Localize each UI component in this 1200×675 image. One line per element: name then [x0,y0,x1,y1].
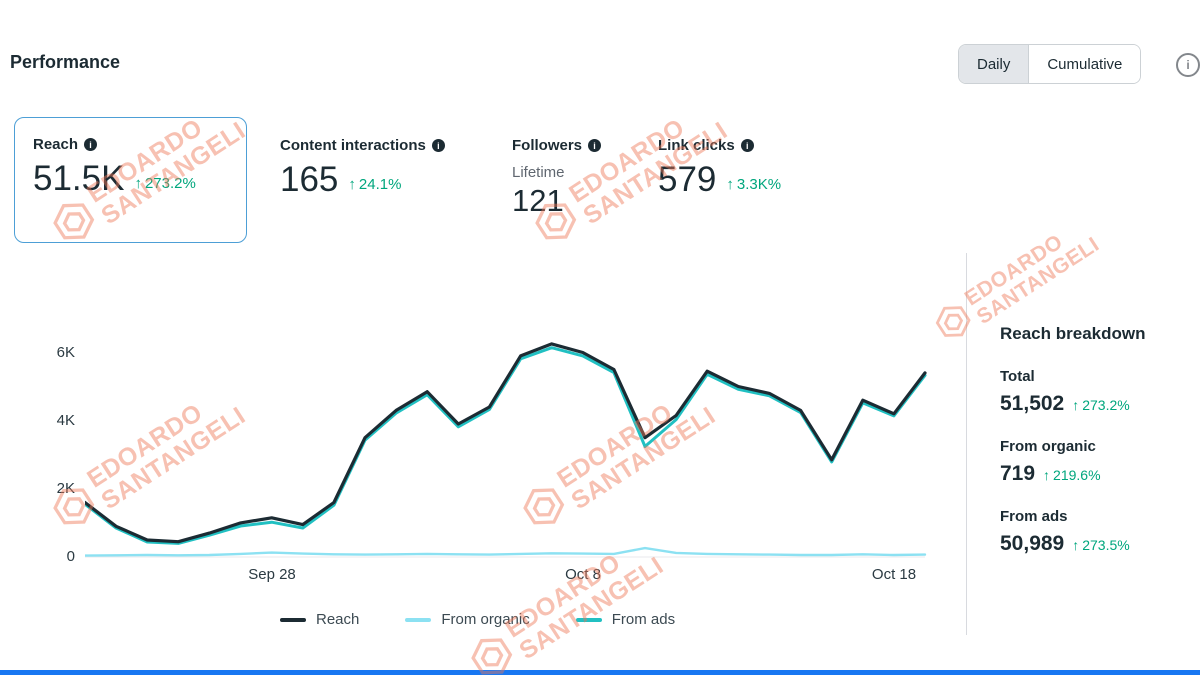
up-arrow-icon: ↑ [1072,537,1080,553]
metric-label-text: Content interactions [280,137,426,154]
metric-label: Content interactions i [280,137,445,154]
up-arrow-icon: ↑ [1043,467,1051,483]
watermark-logo-icon [461,626,525,675]
legend-label: From organic [441,611,530,628]
bottom-accent-bar [0,670,1200,675]
watermark-logo-icon [927,296,981,351]
metric-value: 579 [658,160,717,199]
breakdown-delta-value: 273.2% [1082,397,1130,413]
metric-card-content-interactions[interactable]: Content interactions i 165 ↑ 24.1% [280,137,445,197]
legend-swatch-reach [280,617,306,622]
legend-item-from-organic: From organic [405,611,530,628]
info-icon[interactable]: i [740,139,754,152]
legend-label: Reach [316,611,360,628]
view-toggle: Daily Cumulative [958,44,1142,84]
breakdown-title: Reach breakdown [1000,324,1146,343]
metric-sublabel: Lifetime [512,164,565,181]
breakdown-label: From ads [1000,508,1068,525]
legend-swatch-from-organic [405,617,432,622]
metric-delta-value: 24.1% [358,176,402,193]
metric-value: 165 [280,160,339,199]
breakdown-value: 719 [1000,462,1036,485]
breakdown-delta-value: 273.5% [1082,537,1130,553]
breakdown-value: 50,989 [1000,532,1065,555]
toggle-cumulative-button[interactable]: Cumulative [1029,45,1141,83]
metric-label: Followers i [512,137,602,154]
legend-label: From ads [611,611,676,628]
breakdown-delta: ↑ 219.6% [1043,467,1100,484]
metric-card-reach[interactable]: Reach i 51.5K ↑ 273.2% [14,117,247,243]
breakdown-row-from-ads: From ads 50,989 ↑ 273.5% [1000,508,1190,554]
breakdown-row-from-organic: From organic 719 ↑ 219.6% [1000,438,1190,484]
legend-item-from-ads: From ads [575,611,676,628]
info-icon[interactable]: i [84,138,98,151]
up-arrow-icon: ↑ [1072,397,1080,413]
vertical-divider [966,253,967,635]
metric-label: Link clicks i [658,137,781,154]
x-tick: Oct 18 [871,566,917,583]
metric-label-text: Reach [33,136,79,153]
toggle-daily-button[interactable]: Daily [959,45,1030,83]
metric-label: Reach i [33,136,228,153]
metric-label-text: Link clicks [658,137,735,154]
metric-card-followers[interactable]: Followers i Lifetime 121 [512,137,602,218]
reach-line-chart [85,342,927,558]
metric-delta: ↑ 273.2% [134,175,195,196]
metric-delta: ↑ 3.3K% [726,176,781,197]
x-tick: Oct 8 [565,566,601,583]
breakdown-delta-value: 219.6% [1053,467,1101,483]
metric-delta-value: 273.2% [144,175,196,192]
performance-info-button[interactable]: i [1176,53,1200,77]
y-tick: 2K [56,480,75,497]
breakdown-delta: ↑ 273.2% [1072,397,1129,414]
watermark-text: EDOARDO SANTANGELI [960,229,1104,329]
metric-delta-value: 3.3K% [736,176,782,193]
up-arrow-icon: ↑ [134,175,142,192]
metric-value: 121 [512,183,564,218]
metric-card-link-clicks[interactable]: Link clicks i 579 ↑ 3.3K% [658,137,781,197]
info-icon[interactable]: i [431,139,445,152]
reach-breakdown-panel: Reach breakdown Total 51,502 ↑ 273.2% Fr… [1000,324,1190,578]
breakdown-row-total: Total 51,502 ↑ 273.2% [1000,368,1190,414]
metric-label-text: Followers [512,137,583,154]
breakdown-value: 51,502 [1000,392,1065,415]
x-tick: Sep 28 [248,566,296,583]
y-tick: 4K [56,412,75,429]
metric-value: 51.5K [33,159,125,198]
y-tick: 6K [56,344,75,361]
legend-item-reach: Reach [280,611,359,628]
chart-legend: Reach From organic From ads [280,611,675,628]
breakdown-delta: ↑ 273.5% [1072,537,1129,554]
metric-delta: ↑ 24.1% [348,176,401,197]
up-arrow-icon: ↑ [348,176,356,193]
page-title: Performance [10,52,121,72]
y-tick: 0 [66,548,75,565]
info-icon[interactable]: i [588,139,602,152]
legend-swatch-from-ads [575,617,602,622]
breakdown-label: From organic [1000,438,1096,455]
up-arrow-icon: ↑ [726,176,734,193]
breakdown-label: Total [1000,368,1035,385]
